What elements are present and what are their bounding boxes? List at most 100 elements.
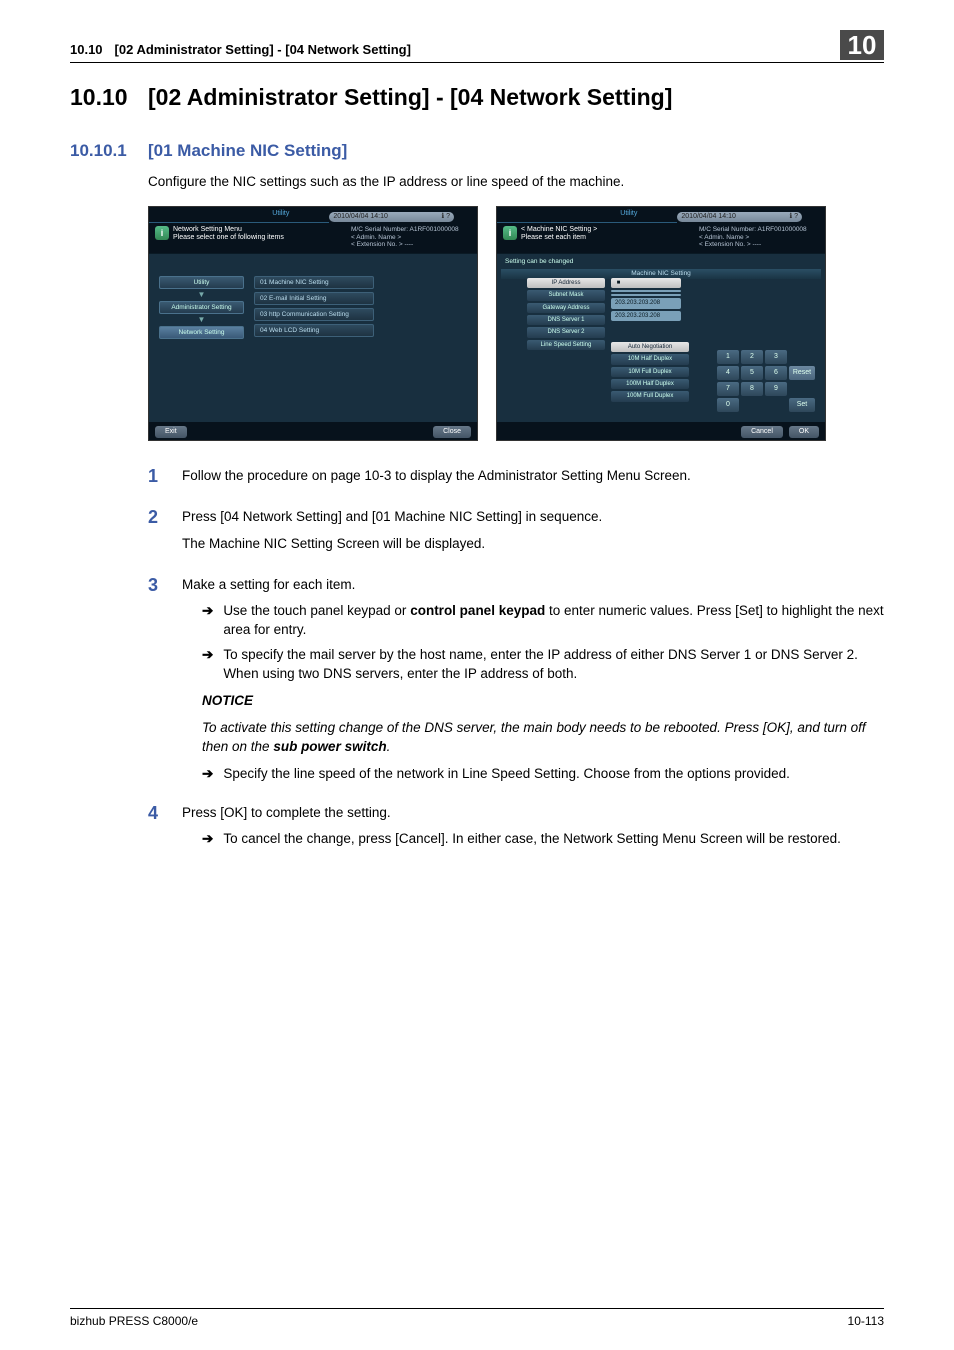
screenshot-network-menu: Utility 2010/04/04 14:10ℹ ? i Network Se… (148, 206, 478, 441)
page-header: 10.10 [02 Administrator Setting] - [04 N… (70, 30, 884, 63)
page-footer: bizhub PRESS C8000/e 10-113 (70, 1308, 884, 1330)
val-dns1[interactable]: 203.203.203.208 (611, 298, 681, 308)
exit-button[interactable]: Exit (155, 426, 187, 438)
step-4: 4 Press [OK] to complete the setting. ➔ … (148, 804, 884, 856)
keypad-6[interactable]: 6 (765, 366, 787, 380)
step-number: 2 (148, 508, 182, 562)
footer-product: bizhub PRESS C8000/e (70, 1313, 198, 1330)
screen-admin: < Admin. Name > (351, 234, 471, 242)
chapter-badge: 10 (840, 30, 884, 60)
header-section-title: [02 Administrator Setting] - [04 Network… (115, 41, 840, 59)
substep: ➔ To cancel the change, press [Cancel]. … (202, 830, 884, 849)
screen-heading2: Please select one of following items (173, 234, 284, 242)
speed-100half[interactable]: 100M Half Duplex (611, 379, 689, 389)
arrow-icon: ➔ (202, 830, 213, 849)
row-dns2[interactable]: DNS Server 2 (527, 327, 605, 337)
screen-datetime: 2010/04/04 14:10 (333, 212, 388, 222)
subsection-text: [01 Machine NIC Setting] (148, 141, 347, 160)
substep-text: Specify the line speed of the network in… (223, 765, 790, 784)
keypad-0[interactable]: 0 (717, 398, 739, 412)
keypad-1[interactable]: 1 (717, 350, 739, 364)
speed-10full[interactable]: 10M Full Duplex (611, 367, 689, 377)
notice-text: To activate this setting change of the D… (202, 719, 884, 757)
chevron-down-icon: ▼ (198, 317, 206, 323)
breadcrumb-network[interactable]: Network Setting (159, 326, 244, 339)
subsection-number: 10.10.1 (70, 139, 148, 163)
section-text: [02 Administrator Setting] - [04 Network… (148, 84, 672, 110)
row-line-speed[interactable]: Line Speed Setting (527, 340, 605, 350)
screenshot-nic-setting: Utility 2010/04/04 14:10 ℹ ? i < Machine … (496, 206, 826, 441)
step-number: 4 (148, 804, 182, 856)
menu-machine-nic[interactable]: 01 Machine NIC Setting (254, 276, 374, 289)
row-subnet[interactable]: Subnet Mask (527, 290, 605, 300)
menu-email-initial[interactable]: 02 E-mail Initial Setting (254, 292, 374, 305)
step-text: The Machine NIC Setting Screen will be d… (182, 535, 884, 554)
screen-ext: < Extension No. > ---- (699, 241, 819, 249)
screen-tab-label: Utility (272, 209, 289, 219)
val-dns2[interactable]: 203.203.203.208 (611, 311, 681, 321)
step-text: Make a setting for each item. (182, 576, 884, 595)
substep-text: To cancel the change, press [Cancel]. In… (223, 830, 841, 849)
val-gateway[interactable] (611, 294, 681, 296)
info-icon: i (503, 226, 517, 240)
keypad-2[interactable]: 2 (741, 350, 763, 364)
screen-serial: M/C Serial Number: A1RF001000008 (351, 226, 471, 234)
keypad-reset[interactable]: Reset (789, 366, 815, 380)
screen-heading1: < Machine NIC Setting > (521, 226, 597, 234)
row-dns1[interactable]: DNS Server 1 (527, 315, 605, 325)
footer-page-number: 10-113 (848, 1313, 884, 1330)
screenshot-row: Utility 2010/04/04 14:10 ℹ ? i Network Se… (148, 206, 834, 441)
keypad-5[interactable]: 5 (741, 366, 763, 380)
arrow-icon: ➔ (202, 602, 213, 640)
arrow-icon: ➔ (202, 765, 213, 784)
speed-auto[interactable]: Auto Negotiation (611, 342, 689, 352)
keypad-set[interactable]: Set (789, 398, 815, 412)
substep: ➔ To specify the mail server by the host… (202, 646, 884, 684)
keypad-4[interactable]: 4 (717, 366, 739, 380)
header-section-number: 10.10 (70, 41, 103, 59)
screen-heading1: Network Setting Menu (173, 226, 284, 234)
menu-web-lcd[interactable]: 04 Web LCD Setting (254, 324, 374, 337)
steps-list: 1 Follow the procedure on page 10-3 to d… (148, 467, 884, 855)
screenshot-icons: ℹ ? (442, 212, 451, 222)
screen-heading2: Please set each item (521, 234, 597, 242)
keypad-9[interactable]: 9 (765, 382, 787, 396)
speed-100full[interactable]: 100M Full Duplex (611, 391, 689, 401)
keypad-3[interactable]: 3 (765, 350, 787, 364)
close-button[interactable]: Close (433, 426, 471, 438)
row-ip-address[interactable]: IP Address (527, 278, 605, 288)
step-2: 2 Press [04 Network Setting] and [01 Mac… (148, 508, 884, 562)
speed-10half[interactable]: 10M Half Duplex (611, 354, 689, 364)
section-number: 10.10 (70, 81, 148, 113)
keypad-7[interactable]: 7 (717, 382, 739, 396)
step-number: 3 (148, 576, 182, 790)
keypad-8[interactable]: 8 (741, 382, 763, 396)
screen-datetime: 2010/04/04 14:10 (681, 212, 736, 222)
step-3: 3 Make a setting for each item. ➔ Use th… (148, 576, 884, 790)
val-subnet[interactable] (611, 290, 681, 292)
screen-admin: < Admin. Name > (699, 234, 819, 242)
row-gateway[interactable]: Gateway Address (527, 303, 605, 313)
screen-tab-label: Utility (620, 209, 637, 219)
notice-heading: NOTICE (202, 692, 884, 711)
breadcrumb-utility[interactable]: Utility (159, 276, 244, 289)
screen-ext: < Extension No. > ---- (351, 241, 471, 249)
screen-change-notice: Setting can be changed (497, 254, 825, 269)
section-title: 10.10[02 Administrator Setting] - [04 Ne… (70, 81, 884, 113)
chevron-down-icon: ▼ (198, 292, 206, 298)
screenshot-icons: ℹ ? (790, 212, 799, 222)
subsection-title: 10.10.1[01 Machine NIC Setting] (70, 139, 884, 163)
step-1: 1 Follow the procedure on page 10-3 to d… (148, 467, 884, 494)
cancel-button[interactable]: Cancel (741, 426, 783, 438)
breadcrumb-admin[interactable]: Administrator Setting (159, 301, 244, 314)
substep-text: To specify the mail server by the host n… (223, 646, 884, 684)
val-ip[interactable]: ■ (611, 278, 681, 288)
step-text: Press [OK] to complete the setting. (182, 804, 884, 823)
arrow-icon: ➔ (202, 646, 213, 684)
substep-text: Use the touch panel keypad or control pa… (223, 602, 884, 640)
step-text: Press [04 Network Setting] and [01 Machi… (182, 508, 884, 527)
menu-http-comm[interactable]: 03 http Communication Setting (254, 308, 374, 321)
ok-button[interactable]: OK (789, 426, 819, 438)
screen-serial: M/C Serial Number: A1RF001000008 (699, 226, 819, 234)
intro-text: Configure the NIC settings such as the I… (148, 173, 884, 192)
